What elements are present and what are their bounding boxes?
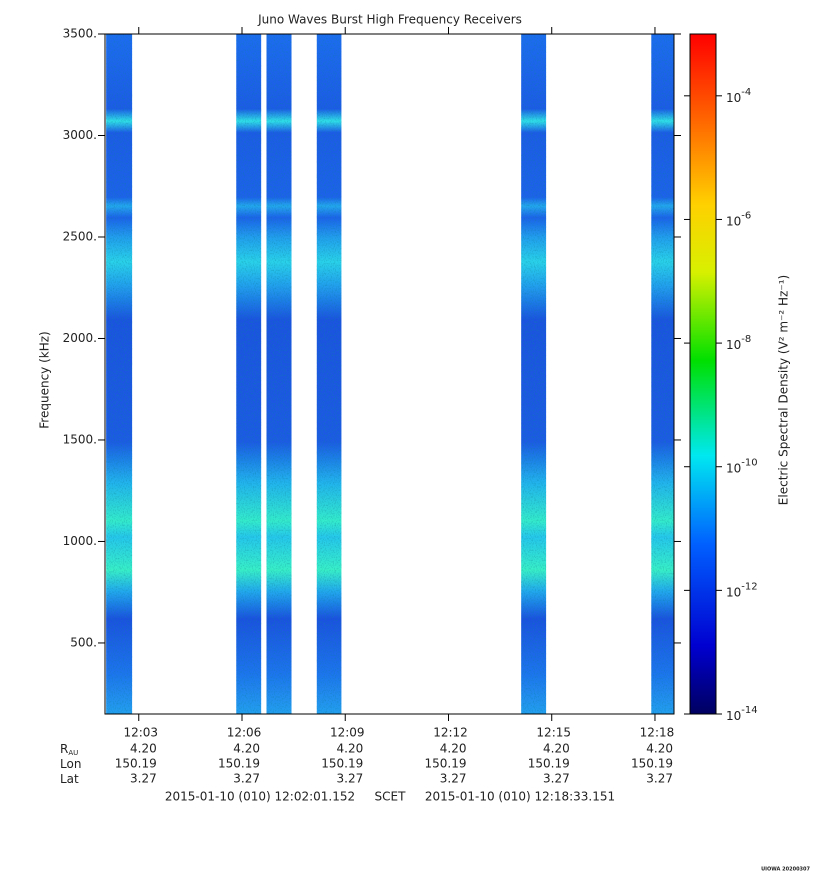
spectrogram-segment bbox=[651, 34, 674, 714]
colorbar-tick-exponent: -12 bbox=[741, 581, 757, 592]
colorbar bbox=[690, 34, 716, 714]
x-tick-label: 12:06 bbox=[227, 726, 262, 740]
colorbar-tick-label: 10-8 bbox=[726, 334, 751, 352]
chart-title: Juno Waves Burst High Frequency Receiver… bbox=[257, 13, 522, 27]
ephemeris-value: 4.20 bbox=[440, 742, 467, 756]
ephemeris-label: RAU bbox=[60, 742, 78, 758]
spectrogram-segment bbox=[106, 34, 133, 714]
spectrogram-segment bbox=[236, 34, 262, 714]
colorbar-frame bbox=[689, 33, 717, 715]
colorbar-tick-base: 10 bbox=[726, 709, 741, 723]
spectrogram-segment bbox=[316, 34, 342, 714]
ephemeris-value: 4.20 bbox=[646, 742, 673, 756]
colorbar-tick-base: 10 bbox=[726, 585, 741, 599]
y-tick-label: 1500. bbox=[63, 432, 97, 446]
x-tick-label: 12:12 bbox=[433, 726, 468, 740]
colorbar-tick-label: 10-4 bbox=[726, 87, 751, 105]
colorbar-label: Electric Spectral Density (V² m⁻² Hz⁻¹) bbox=[777, 275, 791, 505]
ephemeris-value: 3.27 bbox=[337, 772, 364, 786]
spectrogram-segment bbox=[521, 34, 547, 714]
y-axis-label: Frequency (kHz) bbox=[38, 331, 52, 428]
colorbar-tick-label: 10-12 bbox=[726, 581, 758, 599]
spectrogram-segment bbox=[266, 34, 292, 714]
x-tick-label: 12:09 bbox=[330, 726, 365, 740]
colorbar-tick-exponent: -4 bbox=[741, 87, 751, 98]
y-tick-label: 3500. bbox=[63, 27, 97, 41]
colorbar-tick-exponent: -14 bbox=[741, 705, 757, 716]
ephemeris-label-text: Lat bbox=[60, 772, 79, 786]
y-tick-label: 2500. bbox=[63, 229, 97, 243]
colorbar-tick-base: 10 bbox=[726, 338, 741, 352]
ephemeris-value: 150.19 bbox=[321, 757, 363, 771]
ephemeris-label: Lon bbox=[60, 757, 81, 771]
ephemeris-label-text: Lon bbox=[60, 757, 81, 771]
ephemeris-value: 3.27 bbox=[130, 772, 157, 786]
ephemeris-value: 3.27 bbox=[646, 772, 673, 786]
x-tick-label: 12:18 bbox=[640, 726, 675, 740]
ephemeris-value: 150.19 bbox=[115, 757, 157, 771]
ephemeris-label: Lat bbox=[60, 772, 79, 786]
colorbar-tick-exponent: -8 bbox=[741, 334, 751, 345]
y-tick-label: 2000. bbox=[63, 331, 97, 345]
colorbar-tick-label: 10-10 bbox=[726, 458, 758, 476]
y-tick-label: 1000. bbox=[63, 534, 97, 548]
ephemeris-value: 150.19 bbox=[631, 757, 673, 771]
plot-frame bbox=[104, 33, 675, 715]
ephemeris-value: 4.20 bbox=[337, 742, 364, 756]
colorbar-tick-label: 10-14 bbox=[726, 705, 758, 723]
ephemeris-value: 4.20 bbox=[130, 742, 157, 756]
colorbar-tick-label: 10-6 bbox=[726, 210, 751, 228]
time-start: 2015-01-10 (010) 12:02:01.152 bbox=[165, 790, 355, 804]
x-tick-label: 12:03 bbox=[123, 726, 158, 740]
y-tick-label: 500. bbox=[70, 635, 97, 649]
colorbar-tick-base: 10 bbox=[726, 214, 741, 228]
time-end: 2015-01-10 (010) 12:18:33.151 bbox=[425, 790, 615, 804]
ephemeris-label-sub: AU bbox=[68, 749, 78, 757]
ephemeris-value: 3.27 bbox=[233, 772, 260, 786]
stamp: UIOWA 20200307 bbox=[761, 867, 810, 873]
ephemeris-value: 150.19 bbox=[528, 757, 570, 771]
colorbar-tick-exponent: -6 bbox=[741, 210, 751, 221]
ephemeris-value: 3.27 bbox=[543, 772, 570, 786]
ephemeris-value: 4.20 bbox=[233, 742, 260, 756]
ephemeris-label-text: R bbox=[60, 742, 68, 756]
ephemeris-value: 150.19 bbox=[424, 757, 466, 771]
ephemeris-value: 150.19 bbox=[218, 757, 260, 771]
x-tick-label: 12:15 bbox=[536, 726, 571, 740]
y-tick-label: 3000. bbox=[63, 128, 97, 142]
colorbar-tick-base: 10 bbox=[726, 461, 741, 475]
ephemeris-value: 4.20 bbox=[543, 742, 570, 756]
ephemeris-value: 3.27 bbox=[440, 772, 467, 786]
time-system: SCET bbox=[375, 790, 407, 804]
colorbar-tick-base: 10 bbox=[726, 90, 741, 104]
colorbar-tick-exponent: -10 bbox=[741, 458, 757, 469]
